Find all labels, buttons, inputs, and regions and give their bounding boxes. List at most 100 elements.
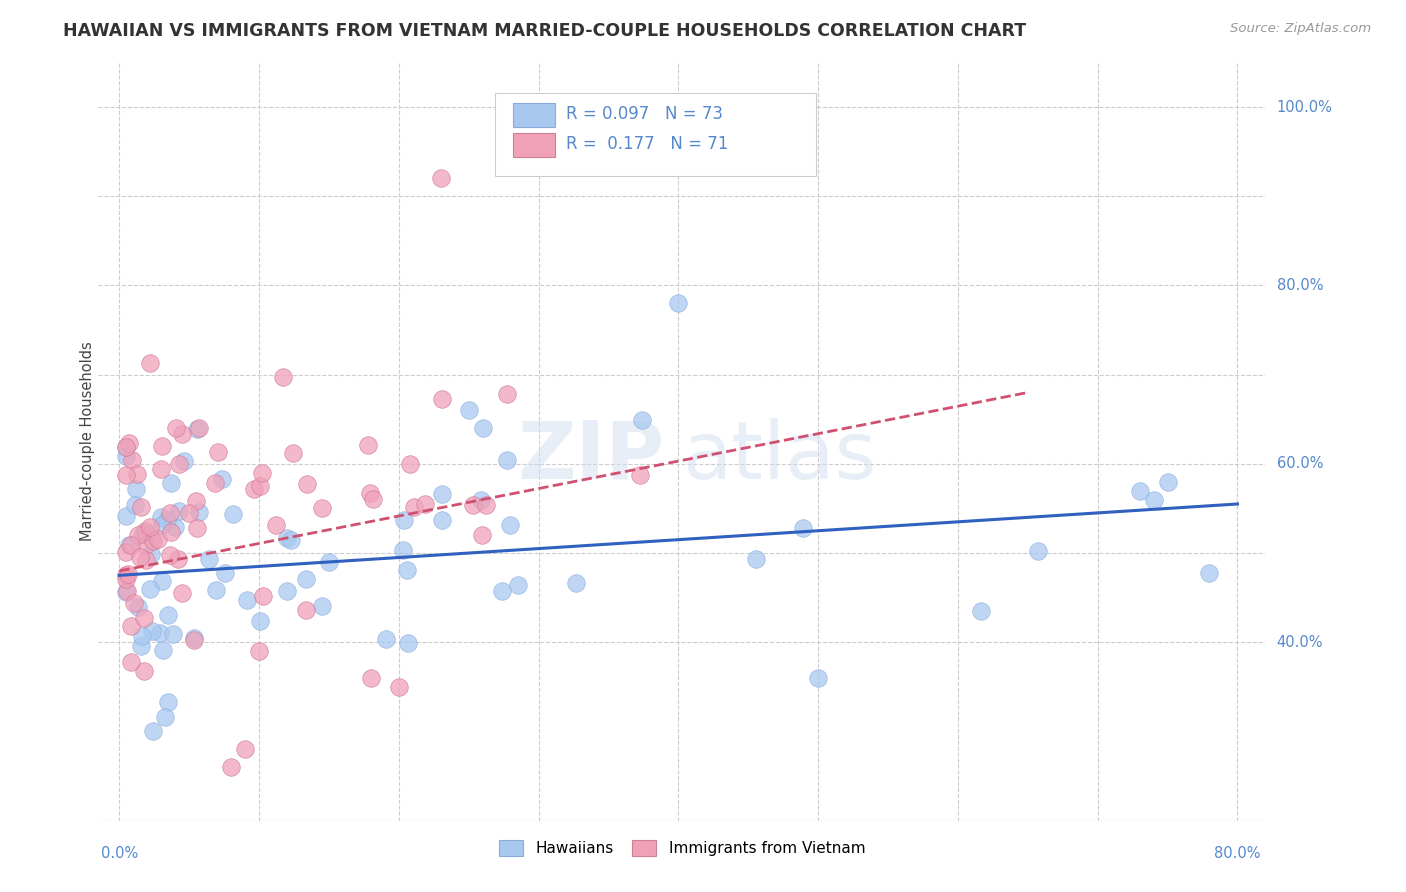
Text: 0.0%: 0.0% <box>101 846 138 861</box>
Point <box>150 518 173 533</box>
Point <box>276 584 298 599</box>
Point <box>121 453 143 467</box>
Point <box>187 505 209 519</box>
Point <box>392 543 415 558</box>
Point <box>188 421 211 435</box>
Point <box>142 533 165 548</box>
Text: 60.0%: 60.0% <box>1277 457 1323 471</box>
Point <box>280 533 302 548</box>
FancyBboxPatch shape <box>513 103 555 127</box>
Point <box>471 528 494 542</box>
Point <box>159 506 181 520</box>
Point <box>413 497 436 511</box>
Point <box>135 525 157 540</box>
Point <box>155 513 177 527</box>
Point <box>150 439 173 453</box>
Point <box>163 520 186 534</box>
Point <box>204 475 226 490</box>
Point <box>129 500 152 515</box>
Point <box>141 533 163 547</box>
Point <box>142 724 165 739</box>
Point <box>118 436 141 450</box>
Point <box>135 538 157 552</box>
Y-axis label: Married-couple Households: Married-couple Households <box>80 342 94 541</box>
Point <box>745 552 768 566</box>
Point <box>395 563 418 577</box>
Point <box>115 573 138 587</box>
Point <box>311 500 333 515</box>
Point <box>461 498 484 512</box>
Point <box>127 467 149 482</box>
Point <box>252 466 274 480</box>
Point <box>115 440 138 454</box>
Point <box>474 498 496 512</box>
Point <box>311 599 333 613</box>
Point <box>233 742 256 756</box>
Text: 40.0%: 40.0% <box>1277 635 1323 649</box>
Point <box>167 457 190 471</box>
Point <box>124 498 146 512</box>
Point <box>207 444 229 458</box>
Point <box>115 568 138 582</box>
Point <box>470 493 492 508</box>
Point <box>357 438 380 452</box>
Point <box>135 553 157 567</box>
Point <box>318 555 340 569</box>
Point <box>249 643 271 657</box>
Point <box>167 504 190 518</box>
Point <box>1198 566 1220 581</box>
Point <box>243 482 266 496</box>
Point <box>271 370 294 384</box>
Point <box>127 600 149 615</box>
Point <box>120 655 142 669</box>
Point <box>120 619 142 633</box>
Point <box>120 538 142 552</box>
Point <box>294 603 316 617</box>
Point <box>115 440 138 454</box>
Point <box>183 632 205 647</box>
Point <box>565 576 588 591</box>
Text: 80.0%: 80.0% <box>1277 278 1323 293</box>
Point <box>170 585 193 599</box>
Point <box>186 422 208 436</box>
Point <box>125 482 148 496</box>
Point <box>115 585 138 599</box>
Point <box>363 491 385 506</box>
Point <box>471 421 494 435</box>
Point <box>159 548 181 562</box>
Point <box>235 593 257 607</box>
Point <box>249 479 271 493</box>
Point <box>156 607 179 622</box>
Point <box>295 573 318 587</box>
Point <box>148 532 170 546</box>
Point <box>162 627 184 641</box>
Point <box>177 506 200 520</box>
Point <box>149 625 172 640</box>
Point <box>792 521 814 535</box>
Point <box>138 356 160 370</box>
Point <box>131 629 153 643</box>
Point <box>360 671 382 685</box>
Point <box>211 472 233 486</box>
Point <box>170 427 193 442</box>
Point <box>506 578 529 592</box>
Point <box>283 445 305 459</box>
Point <box>1156 475 1178 489</box>
Point <box>115 583 138 598</box>
Point <box>141 624 163 639</box>
Point <box>430 513 453 527</box>
Point <box>129 550 152 565</box>
Point <box>295 477 318 491</box>
Point <box>167 552 190 566</box>
Point <box>149 462 172 476</box>
Point <box>150 510 173 524</box>
Point <box>160 525 183 540</box>
Point <box>249 614 271 628</box>
Point <box>152 643 174 657</box>
Point <box>115 449 138 463</box>
Point <box>127 528 149 542</box>
Point <box>392 513 415 527</box>
Point <box>219 760 242 774</box>
Point <box>396 636 419 650</box>
Point <box>432 487 454 501</box>
